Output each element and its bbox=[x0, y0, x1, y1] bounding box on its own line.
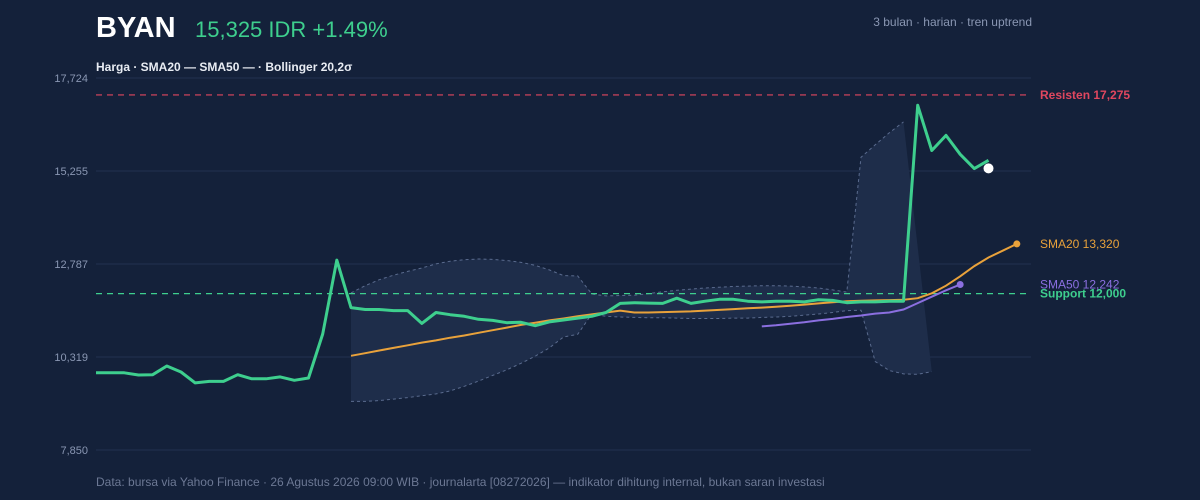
bollinger-band bbox=[350, 121, 932, 402]
axis-labels: 17,724 15,255 12,787 10,319 7,850 Resisten 17… bbox=[54, 73, 1130, 457]
price-line bbox=[96, 103, 990, 385]
sma50-end-label: SMA50 12,242 bbox=[1040, 278, 1120, 292]
chart-legend: Harga · SMA20 — SMA50 — · Bollinger 20,2… bbox=[96, 60, 353, 74]
y-tick-label: 12,787 bbox=[54, 259, 88, 271]
y-tick-label: 17,724 bbox=[54, 73, 88, 85]
support-label: Support 12,000 bbox=[1040, 287, 1126, 301]
resisten-label: Resisten 17,275 bbox=[1040, 88, 1130, 102]
y-tick-label: 7,850 bbox=[60, 445, 88, 457]
chart-subtitle: 3 bulan · harian · tren uptrend bbox=[873, 15, 1032, 29]
last-price-dot bbox=[983, 163, 994, 174]
series-lines bbox=[96, 103, 1021, 385]
bollinger-fill bbox=[351, 121, 932, 402]
bollinger-lower-line bbox=[351, 309, 932, 402]
sma50-end-dot bbox=[956, 281, 964, 289]
y-tick-label: 10,319 bbox=[54, 352, 88, 364]
chart-footer: Data: bursa via Yahoo Finance · 26 Agust… bbox=[96, 475, 825, 489]
ticker-symbol: BYAN bbox=[96, 12, 176, 44]
bollinger-upper-line bbox=[350, 121, 904, 297]
sma20-end-label: SMA20 13,320 bbox=[1040, 237, 1120, 251]
sma20-line bbox=[350, 242, 1018, 357]
price-change: 15,325 IDR +1.49% bbox=[195, 17, 388, 42]
sma50-line bbox=[761, 283, 961, 328]
price-levels bbox=[96, 94, 1031, 295]
sma20-end-dot bbox=[1013, 240, 1021, 248]
y-tick-label: 15,255 bbox=[54, 166, 88, 178]
